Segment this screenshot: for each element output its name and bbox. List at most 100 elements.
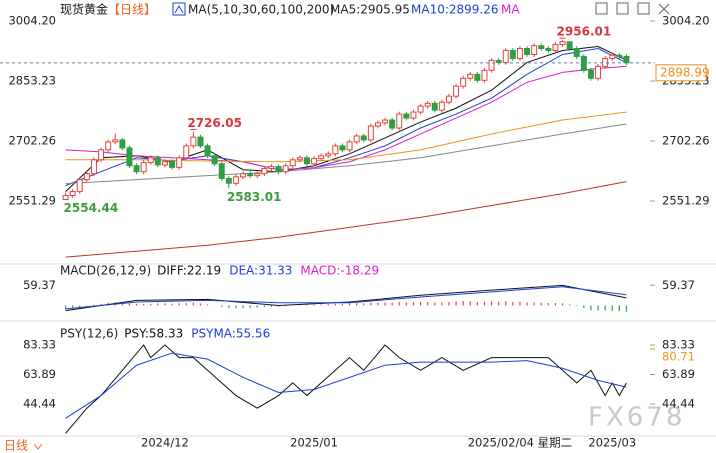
candle-body <box>438 101 445 111</box>
high-label: 2726.05 <box>187 116 242 130</box>
instrument-title: 现货黄金 <box>60 2 108 17</box>
period-button-label[interactable]: 日线 <box>4 439 28 453</box>
candle-body <box>474 73 481 81</box>
high-label: 2956.01 <box>557 25 612 39</box>
candle-body <box>211 155 218 165</box>
candle-body <box>147 157 154 164</box>
candle-body <box>431 102 438 111</box>
candle-body <box>467 73 474 79</box>
y-tick-label: 44.44 <box>23 396 56 410</box>
settings-button[interactable] <box>595 2 608 15</box>
candle-body <box>261 168 268 175</box>
candle-body <box>623 55 630 64</box>
candle-body <box>296 157 303 161</box>
indicator-value: PSY:58.33 <box>124 327 183 341</box>
y-tick-label: 2702.26 <box>8 134 56 148</box>
indicator-line <box>65 344 627 434</box>
candle-body <box>410 111 417 119</box>
candle-body <box>531 45 538 55</box>
candle-body <box>105 141 112 151</box>
close-button[interactable] <box>658 3 670 15</box>
candle-body <box>488 59 495 71</box>
indicator-value: MACD:-18.29 <box>300 264 379 278</box>
maximize-button[interactable] <box>637 2 650 15</box>
indicator-line <box>65 181 627 258</box>
candle-body <box>140 162 147 173</box>
y-tick-label: 44.44 <box>662 396 695 410</box>
low-label: 2583.01 <box>227 190 282 204</box>
candle-body <box>609 54 616 59</box>
candle-body <box>69 191 76 197</box>
indicator-line <box>65 284 627 312</box>
x-tick-label: 2025/03 <box>588 436 636 450</box>
candle-body <box>346 141 353 151</box>
candle-body <box>190 136 197 147</box>
x-tick-label: 2025/01 <box>290 436 338 450</box>
candle-body <box>169 161 176 168</box>
candle-body <box>183 145 190 159</box>
candle-body <box>318 155 325 160</box>
y-tick-label: 83.33 <box>662 337 695 351</box>
candle-body <box>218 163 225 179</box>
indicator-value: DEA:31.33 <box>229 264 292 278</box>
candle-body <box>119 139 126 149</box>
candle-body <box>424 102 431 107</box>
candle-body <box>76 179 83 193</box>
indicator-icon[interactable] <box>172 2 186 16</box>
candle-body <box>204 145 211 157</box>
candle-body <box>240 173 247 178</box>
candle-body <box>275 166 282 173</box>
indicator-value: PSYMA:55.56 <box>191 327 270 341</box>
x-tick-label: 2024/12 <box>141 436 189 450</box>
ma-params: MA(5,10,30,60,100,200) <box>188 3 334 17</box>
y-tick-label: 2551.29 <box>662 194 710 208</box>
candle-body <box>453 85 460 97</box>
candle-body <box>303 157 310 165</box>
candle-body <box>62 195 69 201</box>
candle-body <box>126 147 133 167</box>
minimize-button[interactable] <box>616 2 629 15</box>
candle-body <box>595 65 602 79</box>
candle-body <box>445 95 452 103</box>
indicator-line <box>65 352 627 419</box>
candle-body <box>311 158 318 165</box>
indicator-value: DIFF:22.19 <box>157 264 221 278</box>
candle-body <box>616 54 623 57</box>
candle-body <box>325 153 332 157</box>
candle-body <box>353 135 360 143</box>
indicator-icon-glyph <box>174 4 184 14</box>
candle-body <box>374 122 381 127</box>
candle-body <box>289 159 296 167</box>
x-tick-label: 2025/02/04 星期二 <box>468 436 572 450</box>
candle-body <box>580 55 587 71</box>
candle-body <box>382 119 389 124</box>
dropdown-arrow <box>33 443 43 450</box>
ma10-value: MA10:2899.26 <box>411 3 499 17</box>
candle-body <box>197 136 204 147</box>
y-tick-label: 2853.23 <box>8 74 56 88</box>
y-tick-label: 63.89 <box>23 367 56 381</box>
y-tick-label: 59.37 <box>23 278 56 292</box>
candle-body <box>254 173 261 177</box>
candle-body <box>161 161 168 166</box>
candle-body <box>573 48 580 57</box>
ma5-value: MA5:2905.95 <box>330 3 410 17</box>
last-price-label: 2898.99 <box>660 65 710 79</box>
y-tick-label: 3004.20 <box>662 14 710 28</box>
watermark: FX678 <box>588 403 685 433</box>
toolbar <box>595 2 670 15</box>
candle-body <box>332 145 339 155</box>
candle-body <box>396 113 403 129</box>
period-button[interactable] <box>0 437 46 453</box>
candle-body <box>389 119 396 129</box>
ma-more: MA <box>501 3 520 17</box>
candle-body <box>516 48 523 59</box>
candle-body <box>460 77 467 87</box>
period-label[interactable]: 【日线】 <box>108 3 156 17</box>
candle-body <box>417 105 424 113</box>
indicator-title: MACD(26,12,9) <box>60 264 151 278</box>
last-price-box <box>655 64 707 82</box>
candle-body <box>524 48 531 55</box>
candle-body <box>566 41 573 50</box>
